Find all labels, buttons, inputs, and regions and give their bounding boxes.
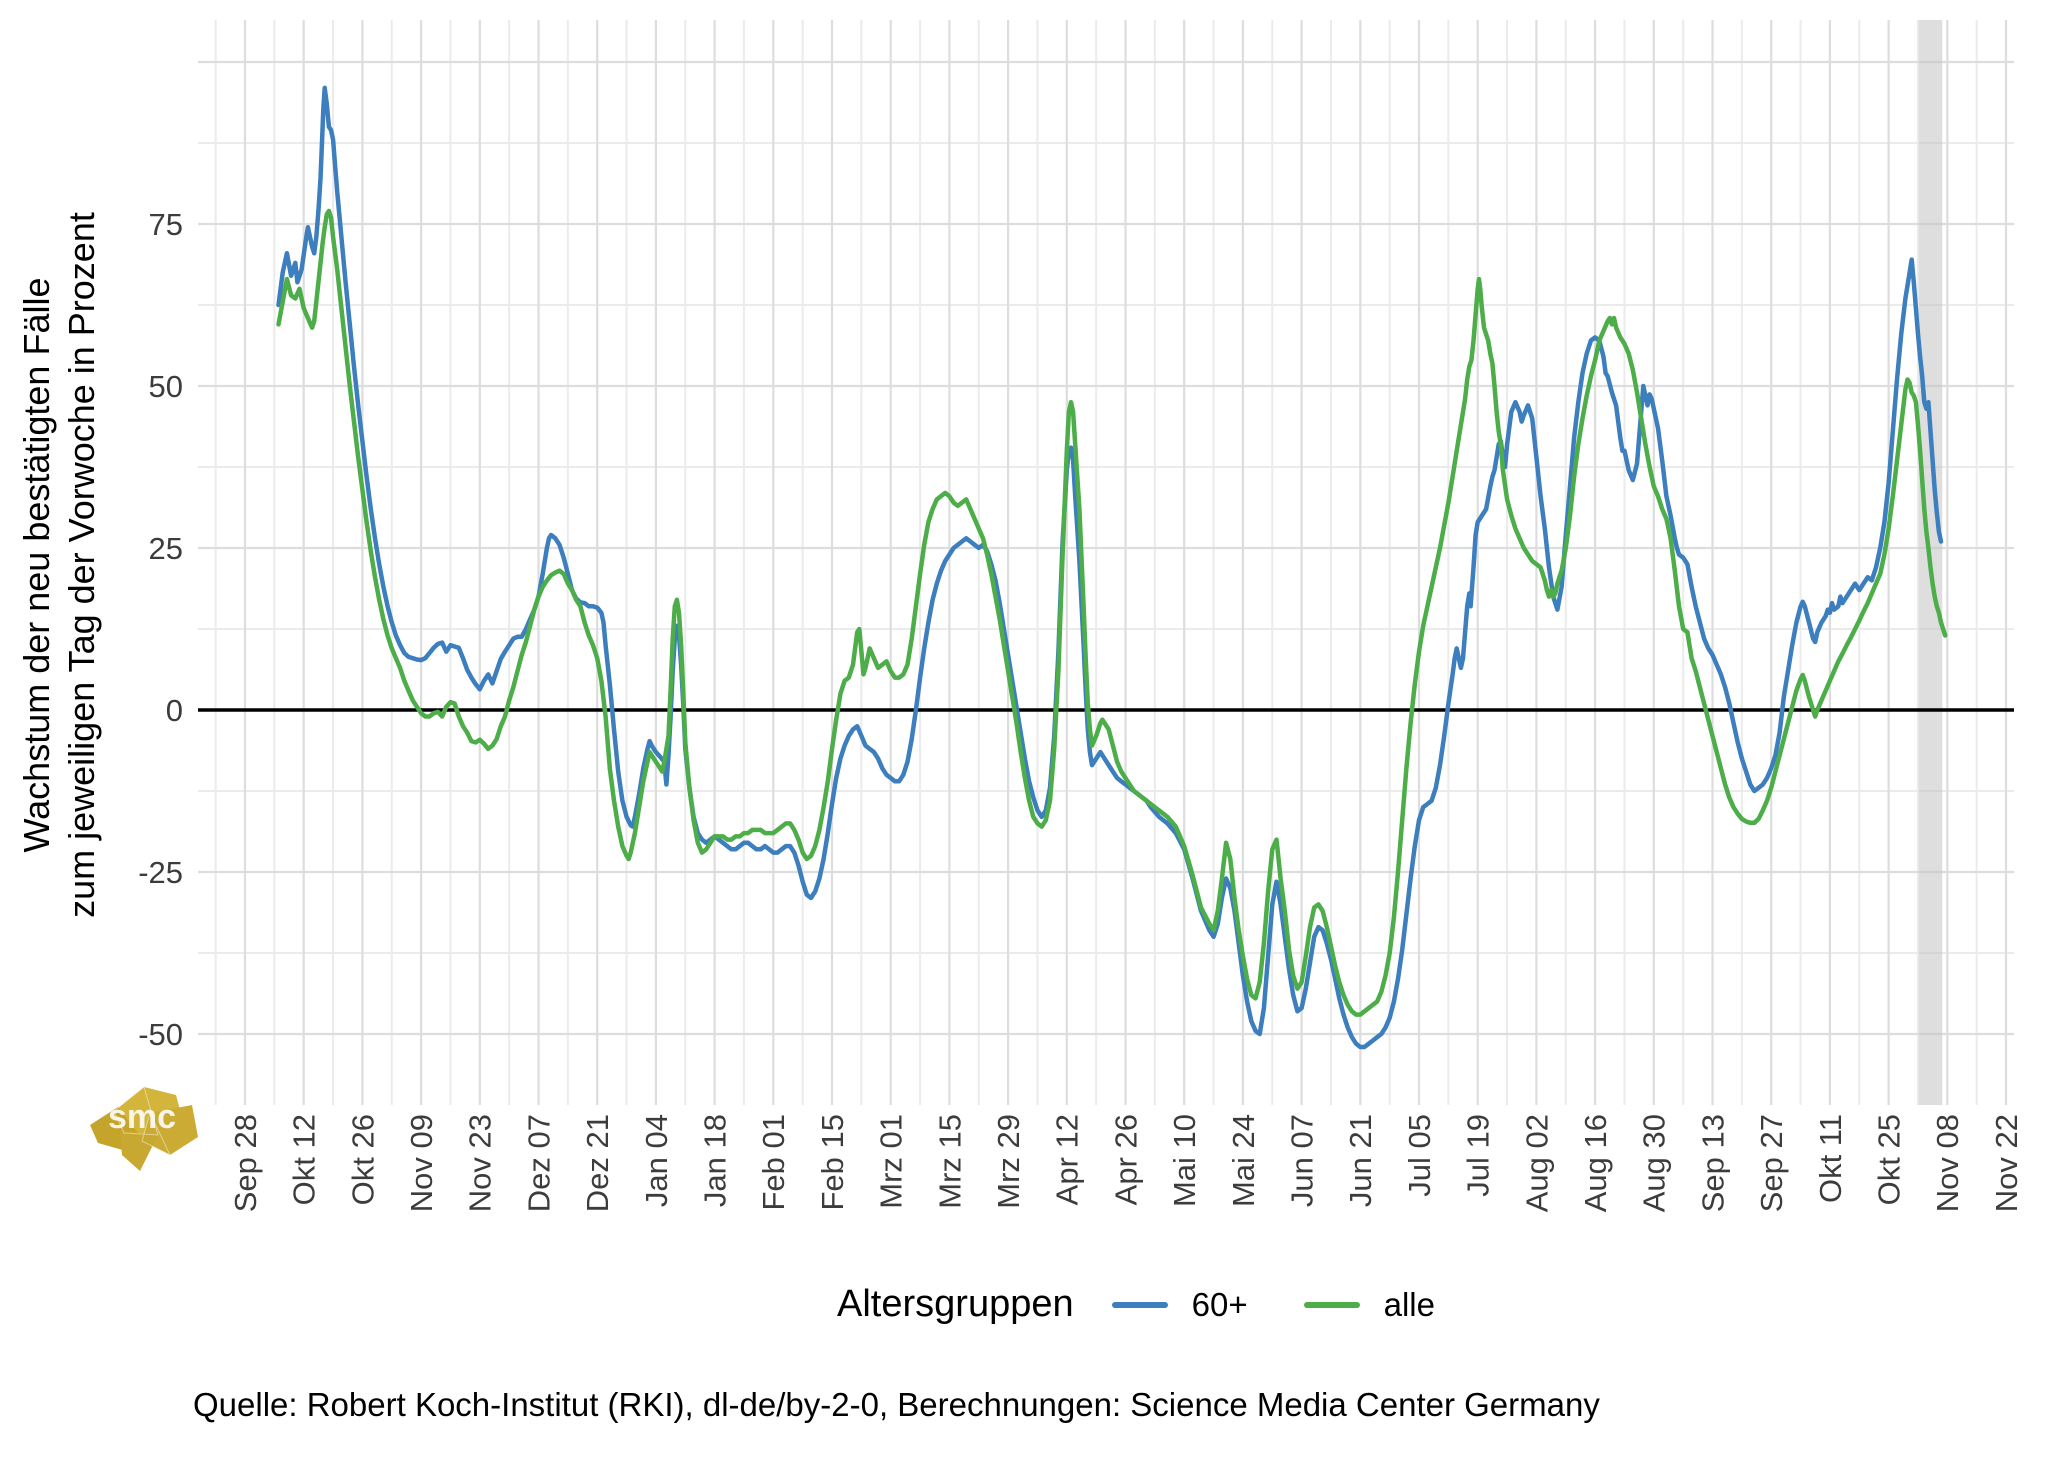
legend-item-label: alle bbox=[1383, 1285, 1435, 1323]
gridlines-major bbox=[198, 20, 2014, 1105]
x-tick-label: Aug 02 bbox=[1519, 1114, 1554, 1212]
x-tick-label: Sep 28 bbox=[228, 1114, 263, 1212]
source-attribution: Quelle: Robert Koch-Institut (RKI), dl-d… bbox=[193, 1386, 1600, 1423]
legend-line-swatch bbox=[1303, 1301, 1360, 1308]
x-tick-label: Apr 26 bbox=[1108, 1114, 1143, 1205]
x-tick-label: Jul 05 bbox=[1402, 1114, 1437, 1197]
y-tick-label: -50 bbox=[138, 1017, 183, 1052]
series-line-alle bbox=[276, 208, 1948, 1017]
series-lines bbox=[276, 85, 1948, 1050]
x-tick-label: Feb 15 bbox=[815, 1114, 850, 1211]
x-tick-label: Sep 13 bbox=[1695, 1114, 1730, 1212]
x-tick-label: Aug 16 bbox=[1578, 1114, 1613, 1212]
x-tick-label: Jul 19 bbox=[1461, 1114, 1496, 1197]
gridlines-minor bbox=[198, 20, 2014, 1105]
x-tick-label: Mrz 29 bbox=[991, 1114, 1026, 1209]
y-axis-title-line2: zum jeweiligen Tag der Vorwoche in Proze… bbox=[61, 212, 103, 918]
x-tick-label: Okt 25 bbox=[1871, 1114, 1906, 1205]
y-axis-tick-labels: 75 50 25 0 -25 -50 bbox=[138, 207, 183, 1052]
legend-title: Altersgruppen bbox=[837, 1283, 1074, 1325]
x-tick-label: Feb 01 bbox=[756, 1114, 791, 1211]
x-axis-tick-labels: Sep 28 Okt 12 Okt 26 Nov 09 Nov 23 Dez 07 Dez … bbox=[228, 1114, 2024, 1212]
x-tick-label: Nov 09 bbox=[404, 1114, 439, 1212]
legend-item-alle: alle bbox=[1303, 1285, 1435, 1324]
x-tick-label: Jun 21 bbox=[1343, 1114, 1378, 1207]
x-tick-label: Jan 18 bbox=[697, 1114, 732, 1207]
x-tick-label: Nov 22 bbox=[1989, 1114, 2024, 1212]
x-tick-label: Jan 04 bbox=[639, 1114, 674, 1207]
legend: Altersgruppen 60+ alle bbox=[112, 1283, 2048, 1326]
y-tick-label: 25 bbox=[149, 531, 183, 566]
legend-item-60plus: 60+ bbox=[1111, 1285, 1248, 1324]
smc-logo-text: smc bbox=[108, 1098, 176, 1136]
x-tick-label: Okt 26 bbox=[345, 1114, 380, 1205]
smc-logo: smc bbox=[80, 1085, 204, 1177]
legend-line-swatch bbox=[1111, 1301, 1168, 1308]
y-tick-label: 50 bbox=[149, 369, 183, 404]
x-tick-label: Mai 24 bbox=[1226, 1114, 1261, 1207]
x-tick-label: Okt 11 bbox=[1813, 1114, 1848, 1203]
x-tick-label: Dez 21 bbox=[580, 1114, 615, 1212]
y-axis-title: Wachstum der neu bestätigten Fälle zum j… bbox=[14, 140, 110, 990]
series-line-60plus bbox=[276, 85, 1944, 1050]
x-tick-label: Mai 10 bbox=[1167, 1114, 1202, 1207]
x-tick-label: Okt 12 bbox=[287, 1114, 322, 1205]
y-tick-label: 0 bbox=[166, 693, 183, 728]
x-tick-label: Mrz 01 bbox=[874, 1114, 909, 1209]
x-tick-label: Sep 27 bbox=[1754, 1114, 1789, 1212]
x-tick-label: Jun 07 bbox=[1284, 1114, 1319, 1207]
x-tick-label: Dez 07 bbox=[521, 1114, 556, 1212]
y-tick-label: -25 bbox=[138, 855, 183, 890]
x-tick-label: Nov 08 bbox=[1930, 1114, 1965, 1212]
y-axis-title-line1: Wachstum der neu bestätigten Fälle bbox=[16, 277, 57, 853]
x-tick-label: Mrz 15 bbox=[932, 1114, 967, 1209]
x-tick-label: Nov 23 bbox=[463, 1114, 498, 1212]
y-tick-label: 75 bbox=[149, 207, 183, 242]
x-tick-label: Apr 12 bbox=[1050, 1114, 1085, 1205]
x-tick-label: Aug 30 bbox=[1637, 1114, 1672, 1212]
legend-item-label: 60+ bbox=[1191, 1285, 1248, 1323]
